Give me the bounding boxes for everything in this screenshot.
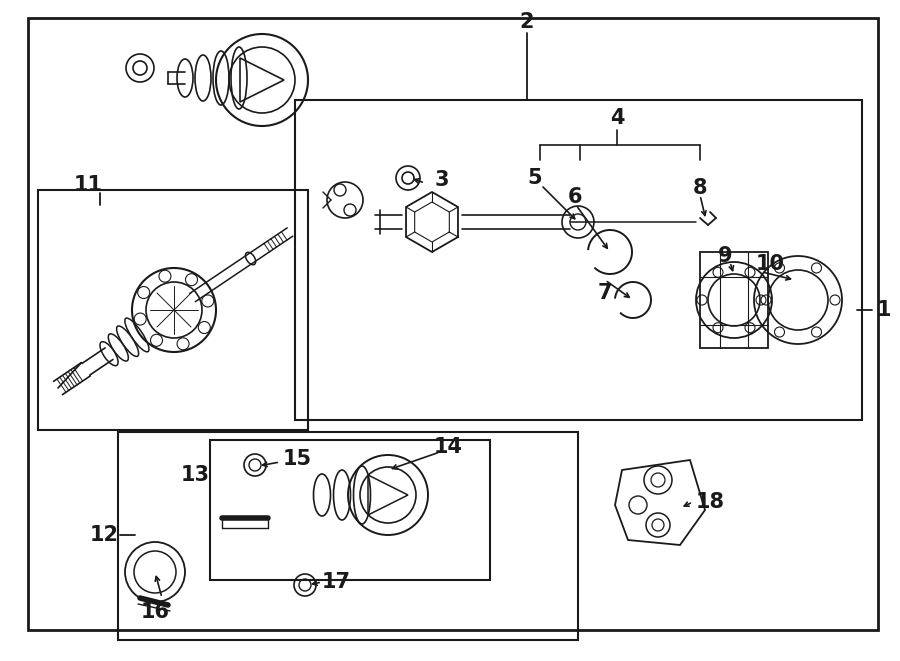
Text: 3: 3 [435,170,449,190]
Text: 13: 13 [181,465,210,485]
Text: 11: 11 [74,175,103,195]
Bar [210,440,490,580]
Text: 9: 9 [717,246,733,266]
Bar [700,252,768,348]
Bar [295,100,862,420]
Text: 8: 8 [693,178,707,198]
Text: 7: 7 [598,283,612,303]
Text: 18: 18 [696,492,725,512]
Text: 16: 16 [140,602,169,622]
Text: 10: 10 [755,254,785,274]
Text: 2: 2 [520,12,535,32]
Text: 6: 6 [568,187,582,207]
Text: 5: 5 [527,168,543,188]
Text: 4: 4 [610,108,625,128]
Text: 17: 17 [321,572,350,592]
Bar [38,190,308,430]
Text: 15: 15 [283,449,311,469]
Text: 1: 1 [877,300,891,320]
Bar [118,432,578,640]
Text: 14: 14 [434,437,463,457]
Text: 12: 12 [89,525,119,545]
